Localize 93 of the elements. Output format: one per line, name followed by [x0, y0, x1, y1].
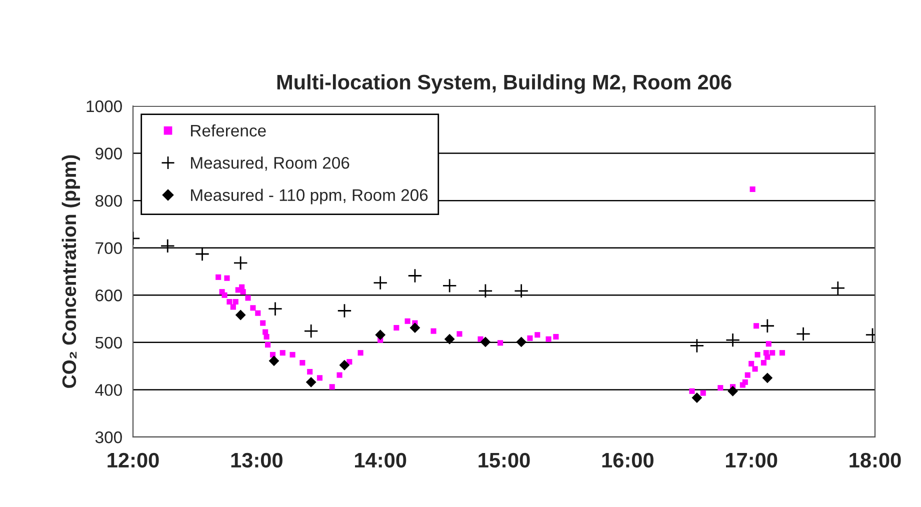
legend-label: Reference: [191, 124, 266, 137]
point: [764, 354, 770, 360]
point: [304, 324, 318, 338]
point: [779, 350, 786, 356]
point: [754, 323, 760, 329]
point: [766, 341, 772, 347]
point: [222, 292, 228, 298]
point: [226, 298, 232, 305]
y-tick-label: 800: [96, 194, 122, 207]
point: [534, 332, 540, 338]
point: [216, 274, 222, 280]
point: [265, 342, 271, 348]
y-tick-label: 700: [96, 242, 122, 254]
x-tick-label: 13:00: [231, 452, 282, 468]
point: [444, 334, 455, 344]
legend-label: Measured, Room 206: [191, 156, 350, 171]
point: [373, 276, 388, 290]
y-tick-label: 400: [95, 384, 122, 396]
legend-label: Measured - 110 ppm, Room 206: [191, 188, 428, 204]
x-tick-label: 12:00: [108, 452, 159, 468]
y-tick-label: 500: [95, 336, 122, 349]
point: [546, 336, 552, 342]
point: [796, 326, 811, 342]
point: [760, 318, 775, 334]
point: [233, 256, 248, 270]
x-tick-label: 16:00: [602, 452, 654, 468]
y-axis-title: CO₂ Concentration (ppm): [62, 155, 80, 388]
point: [760, 360, 766, 366]
point: [245, 295, 251, 301]
point: [726, 332, 740, 348]
point: [160, 238, 175, 254]
point: [718, 385, 724, 391]
point: [752, 366, 758, 372]
point: [194, 246, 210, 262]
point: [553, 334, 559, 340]
point: [750, 186, 756, 192]
y-tick-label: 300: [95, 431, 122, 444]
point: [306, 376, 316, 388]
point: [728, 386, 738, 396]
point: [358, 350, 364, 356]
point: [307, 368, 313, 375]
point: [527, 335, 533, 341]
point: [742, 379, 748, 385]
point: [516, 336, 527, 348]
point: [375, 330, 386, 340]
point: [408, 268, 422, 284]
point: [235, 310, 246, 320]
point: [280, 350, 286, 356]
point: [268, 302, 282, 316]
point: [255, 310, 261, 316]
point: [498, 340, 504, 346]
point: [692, 392, 702, 403]
point: [514, 284, 529, 298]
point: [442, 278, 457, 293]
point: [329, 384, 335, 390]
point: [404, 318, 410, 324]
point: [224, 275, 230, 281]
point: [316, 375, 323, 381]
x-tick-label: 15:00: [478, 452, 530, 468]
point: [770, 350, 776, 356]
point: [830, 280, 846, 296]
point: [260, 320, 266, 326]
point: [762, 372, 773, 384]
point: [339, 360, 350, 370]
point: [240, 289, 246, 295]
point: [478, 284, 493, 298]
point: [456, 331, 462, 337]
point: [690, 338, 704, 354]
point: [250, 305, 256, 311]
point: [337, 303, 352, 318]
point: [700, 390, 706, 396]
point: [748, 360, 754, 366]
point: [744, 372, 750, 378]
point: [264, 334, 270, 340]
chart-title: Multi-location System, Building M2, Room 206: [277, 74, 732, 94]
point: [430, 328, 436, 334]
x-tick-label: 17:00: [726, 452, 778, 468]
point: [689, 388, 695, 394]
point: [480, 336, 491, 348]
x-tick-label: 14:00: [355, 452, 406, 468]
x-tick-label: 18:00: [850, 452, 901, 468]
point: [300, 360, 306, 366]
point: [754, 352, 760, 358]
y-tick-label: 600: [96, 290, 122, 302]
point: [290, 352, 296, 358]
point: [410, 322, 420, 333]
point: [394, 324, 400, 331]
point: [336, 372, 342, 378]
point: [230, 304, 236, 310]
point: [232, 298, 238, 305]
y-tick-label: 1000: [86, 100, 122, 112]
point: [268, 356, 280, 366]
y-tick-label: 900: [96, 148, 122, 160]
